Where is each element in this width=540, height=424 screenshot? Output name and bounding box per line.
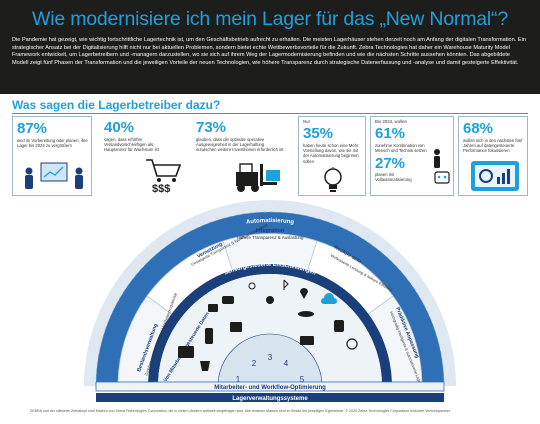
footer-legal: ZEBRA und der stilisierte Zebrakopf sind… [30,409,451,413]
scanner-icon [200,361,210,371]
integration-title: Integration [256,228,285,234]
reader-icon [298,311,314,317]
stat-value: 35% [303,125,334,142]
bluetooth-icon [283,279,289,290]
stat-text: haben heute schon eine Mehr Vorstellung … [303,143,359,164]
step-1: 1 [236,375,241,384]
lightbulb-icon [324,167,342,192]
step-4: 4 [284,359,289,368]
svg-text:Automatisierung: Automatisierung [246,218,295,226]
band-bottom-label: Mitarbeiter- und Workflow-Optimierung [214,385,326,391]
stat-text: wollen sich in den nächsten fünf Jahren … [463,138,523,154]
sensor-icon [266,296,274,304]
wearable-icon [222,296,234,304]
stat-text: sind im Vorbereitung oder planen, ihre L… [17,138,88,149]
handheld-icon [205,328,213,344]
section-divider [12,113,528,114]
stat-value-2: 27% [375,155,406,172]
cloud-icon [321,293,337,304]
stat-text: glauben, dass die optimale operative Aus… [196,137,284,153]
stat-text: sagen, dass erhöhte Versandvorschreiftig… [104,137,159,153]
intro-text: Die Pandemie hat gezeigt, wie wichtig fo… [12,37,526,66]
people-presentation-icon [25,162,83,189]
stat-value: 73% [196,119,227,136]
step-5: 5 [300,375,305,384]
robot-icon [334,320,344,332]
base-label: Lagerverwaltungssysteme [232,396,308,402]
stat-card-2: 40% sagen, dass erhöhte Versandvorschrei… [100,116,190,196]
section-heading: Was sagen die Lagerbetreiber dazu? [12,98,221,112]
integration-subtitle: Höhere Transparenz & Auslastung [237,235,304,240]
stat-prefix: Bis 2024, wollen [375,119,407,124]
dashboard-tablet-icon [471,161,519,191]
location-icon [300,288,308,299]
stat-text-2: planen mit Vollautomatisierung [375,172,412,183]
stat-text: zunehme Kombination von Mensch und Techn… [375,143,427,154]
stat-card-4: Nur 35% haben heute schon eine Mehr Vors… [298,116,366,196]
stat-card-5: Bis 2024, wollen 61% zunehme Kombination… [370,116,454,196]
vision-icon [346,338,358,350]
automation-band [96,212,444,386]
header-banner [0,0,540,94]
camera-icon [230,322,242,332]
maturity-model-diagram: Automatisierung Sensorgesteuerte Entsche… [84,200,456,402]
person-robot-icon [434,149,450,184]
page-title: Wie modernisiere ich mein Lager für das … [32,8,508,30]
stats-row: 87% sind im Vorbereitung oder planen, ih… [12,116,528,196]
stat-card-3: 73% glauben, dass die optimale operative… [192,116,292,196]
step-numbers: 1 2 3 4 5 [236,353,305,384]
step-3: 3 [268,353,273,362]
svg-text:$$$: $$$ [152,183,170,194]
cart-dollar-icon: $$$ [146,159,182,194]
workflow-bar [95,381,445,392]
rfid-icon [248,282,256,290]
stat-value: 61% [375,125,406,142]
forklift-icon [236,163,280,192]
stat-card-1: 87% sind im Vorbereitung oder planen, ih… [12,116,92,196]
stat-value: 68% [463,120,494,137]
mobile-printer-icon [300,336,314,345]
step-2: 2 [252,359,257,368]
wms-bar [96,393,444,402]
device-icons [178,279,358,371]
band-top-label: Automatisierung [246,218,295,226]
stat-value: 40% [104,119,135,136]
stat-card-6: 68% wollen sich in den nächsten fünf Jah… [458,116,528,196]
vehicle-computer-icon [208,304,218,312]
stat-prefix: Nur [303,119,311,124]
stat-value: 87% [17,120,48,137]
tablet-icon [178,346,194,358]
